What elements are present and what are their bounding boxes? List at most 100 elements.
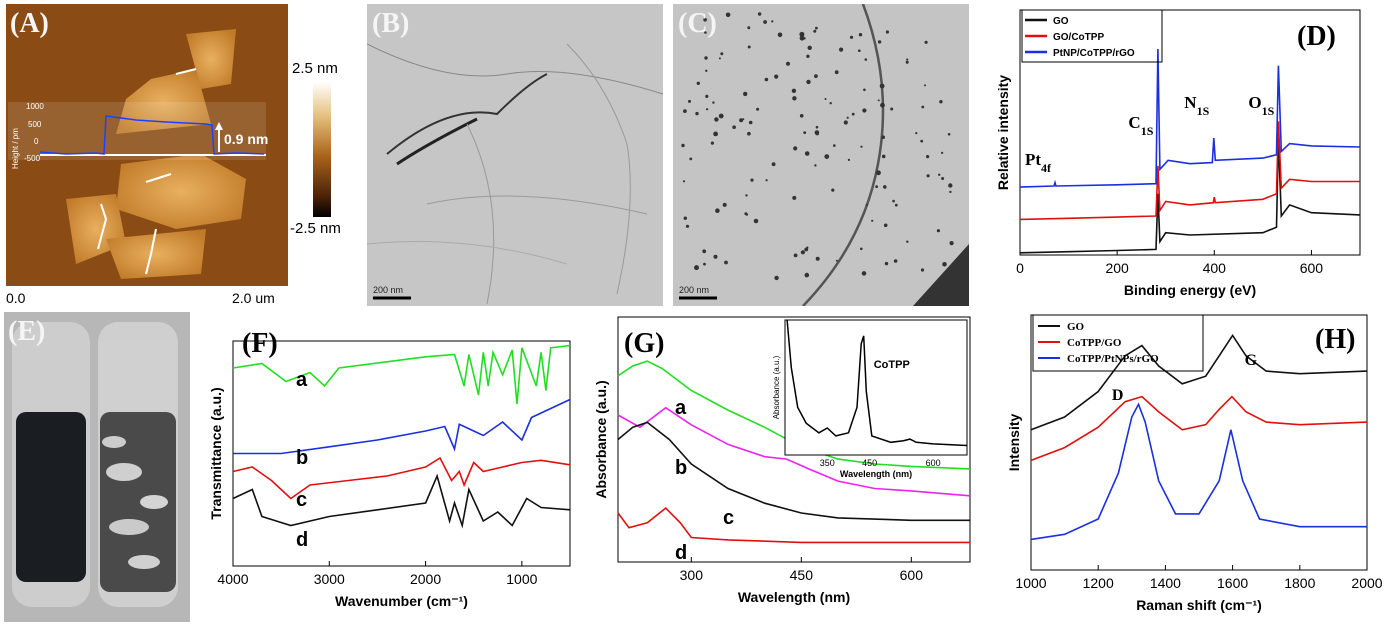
series-line-GO/CoTPP bbox=[1019, 121, 1360, 221]
nanoparticle-dot bbox=[864, 58, 868, 61]
nanoparticle-dot bbox=[835, 259, 838, 262]
inset-frame bbox=[784, 319, 968, 456]
nanoparticle-dot bbox=[941, 177, 945, 180]
afm-x-end: 2.0 um bbox=[232, 290, 275, 306]
nanoparticle-dot bbox=[881, 154, 886, 159]
panel-label-b: (B) bbox=[372, 8, 410, 39]
legend-label: GO bbox=[1067, 321, 1085, 333]
nanoparticle-dot bbox=[807, 45, 812, 50]
afm-scale-top: 2.5 nm bbox=[292, 60, 338, 77]
nanoparticle-dot bbox=[824, 98, 827, 100]
nanoparticle-dot bbox=[834, 70, 839, 75]
nanoparticle-dot bbox=[774, 275, 779, 281]
nanoparticle-dot bbox=[792, 195, 797, 200]
y-axis-label: Transmittance (a.u.) bbox=[208, 387, 224, 519]
nanoparticle-dot bbox=[722, 202, 727, 207]
panel-e-photo bbox=[4, 312, 190, 622]
afm-inset-tick: 1000 bbox=[26, 102, 44, 111]
curve-label: b bbox=[675, 457, 687, 479]
x-tick-label: 200 bbox=[1105, 260, 1129, 276]
nanoparticle-dot bbox=[792, 96, 797, 101]
series-line-CoTPP/PtNPs/rGO bbox=[1030, 402, 1367, 541]
nanoparticle-dot bbox=[920, 268, 925, 272]
x-tick-label: 3000 bbox=[314, 571, 345, 587]
tem-image-b: 200 nm bbox=[367, 4, 663, 306]
panel-label: (G) bbox=[624, 328, 664, 359]
chart-g: 300 450 600 Wavelength (nm) Absorbance (a.u.… bbox=[580, 312, 980, 628]
series-line-d bbox=[232, 473, 571, 529]
x-tick-label: 1600 bbox=[1217, 575, 1248, 591]
plot-frame bbox=[1019, 9, 1361, 256]
nanoparticle-dot bbox=[947, 133, 951, 136]
nanoparticle-dot bbox=[702, 249, 707, 254]
nanoparticle-dot bbox=[750, 178, 754, 182]
nanoparticle-dot bbox=[804, 151, 810, 156]
curve-label: c bbox=[723, 507, 734, 529]
chart-h-svg: 1000 1200 1400 1600 1800 2000 Raman shift (cm⁻… bbox=[1006, 314, 1383, 613]
nanoparticle-dot bbox=[683, 216, 687, 220]
series-line-CoTPP/GO bbox=[1030, 395, 1368, 462]
afm-x-start: 0.0 bbox=[6, 290, 26, 306]
series-line-GO bbox=[1019, 138, 1361, 254]
nanoparticle-dot bbox=[924, 40, 928, 44]
x-tick-label: 0 bbox=[1016, 260, 1024, 276]
curve-label: b bbox=[296, 447, 308, 469]
nanoparticle-dot bbox=[806, 79, 811, 85]
chart-d: 0 200 400 600 Binding energy (eV) Relative in… bbox=[985, 0, 1365, 310]
nanoparticle-dot bbox=[926, 174, 930, 178]
nanoparticle-dot bbox=[714, 117, 719, 122]
panel-label-e: (E) bbox=[8, 316, 46, 347]
afm-inset-tick: -500 bbox=[24, 154, 41, 163]
tem-image-c: 200 nm bbox=[673, 4, 969, 306]
panel-a-afm: 0.9 nm 1000 500 0 -500 Height / pm bbox=[6, 4, 288, 286]
y-axis-label: Absorbance (a.u.) bbox=[593, 380, 609, 498]
nanoparticle-dot bbox=[847, 158, 850, 161]
series-line-a bbox=[617, 360, 971, 470]
afm-inset-tick: 0 bbox=[34, 137, 39, 146]
nanoparticle-dot bbox=[839, 47, 844, 52]
x-tick-label: 4000 bbox=[217, 571, 248, 587]
nanoparticle-dot bbox=[884, 261, 889, 266]
panel-label-c: (C) bbox=[678, 8, 717, 39]
nanoparticle-dot bbox=[893, 259, 898, 263]
nanoparticle-dot bbox=[831, 188, 835, 192]
x-tick-label: 300 bbox=[680, 567, 704, 583]
series-line-a bbox=[232, 344, 571, 405]
nanoparticle-dot bbox=[793, 253, 798, 258]
nanoparticle-dot bbox=[806, 246, 809, 249]
nanoparticle-dot bbox=[753, 218, 759, 224]
nanoparticle-dot bbox=[843, 120, 848, 125]
nanoparticle-dot bbox=[939, 100, 943, 104]
scalebar-label-b: 200 nm bbox=[373, 285, 403, 295]
plot-frame bbox=[617, 316, 971, 563]
nanoparticle-dot bbox=[712, 101, 715, 104]
nanoparticle-dot bbox=[906, 240, 909, 243]
nanoparticle-dot bbox=[799, 31, 805, 37]
legend-label: CoTPP/PtNPs/rGO bbox=[1067, 353, 1159, 365]
curve-label: d bbox=[675, 542, 687, 564]
nanoparticle-dot bbox=[815, 125, 819, 129]
nanoparticle-dot bbox=[883, 223, 888, 228]
nanoparticle-dot bbox=[871, 219, 874, 222]
afm-inset-tick: 500 bbox=[28, 120, 42, 129]
nanoparticle-dot bbox=[926, 155, 930, 159]
nanoparticle-dot bbox=[748, 120, 753, 125]
legend-label: CoTPP/GO bbox=[1067, 337, 1122, 349]
nanoparticle-dot bbox=[774, 74, 779, 79]
nanoparticle-dot bbox=[715, 208, 720, 213]
nanoparticle-dot bbox=[725, 12, 731, 18]
peak-label: D bbox=[1112, 387, 1124, 404]
x-axis-label: Wavelength (nm) bbox=[738, 589, 850, 605]
panel-label: (D) bbox=[1297, 21, 1336, 52]
nanoparticle-dot bbox=[849, 35, 854, 39]
x-tick-label: 600 bbox=[900, 567, 924, 583]
series-line-PtNP/CoTPP/rGO bbox=[1019, 48, 1361, 188]
nanoparticle-dot bbox=[689, 157, 693, 161]
inset-x-tick-label: 350 bbox=[820, 458, 835, 468]
nanoparticle-dot bbox=[771, 20, 774, 23]
nanoparticle-dot bbox=[747, 26, 751, 30]
x-tick-label: 2000 bbox=[410, 571, 441, 587]
x-axis-label: Raman shift (cm⁻¹) bbox=[1136, 597, 1262, 613]
peak-label: N1S bbox=[1184, 93, 1209, 118]
nanoparticle-dot bbox=[824, 154, 830, 160]
